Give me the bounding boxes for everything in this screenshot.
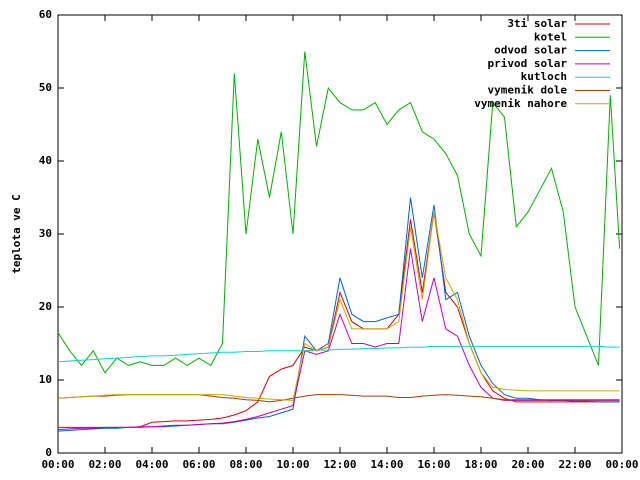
- y-tick-label: 40: [39, 154, 52, 167]
- x-tick-label: 18:00: [464, 458, 497, 471]
- y-tick-label: 0: [45, 446, 52, 459]
- x-tick-label: 00:00: [605, 458, 638, 471]
- legend-label: odvod solar: [494, 44, 567, 57]
- y-tick-label: 20: [39, 300, 52, 313]
- legend-label: kotel: [534, 30, 567, 43]
- x-tick-label: 04:00: [135, 458, 168, 471]
- x-tick-label: 00:00: [41, 458, 74, 471]
- x-tick-label: 14:00: [370, 458, 403, 471]
- x-tick-label: 22:00: [558, 458, 591, 471]
- y-axis-label: teplota ve C: [10, 194, 23, 273]
- x-tick-label: 10:00: [276, 458, 309, 471]
- series-line: [57, 51, 621, 374]
- series-line: [58, 212, 620, 428]
- x-tick-label: 20:00: [511, 458, 544, 471]
- y-tick-label: 50: [39, 81, 52, 94]
- series-line: [57, 197, 620, 432]
- legend-label: privod solar: [488, 57, 568, 70]
- legend-label: vymenik nahore: [474, 97, 567, 110]
- series-line: [57, 212, 620, 401]
- x-tick-label: 12:00: [323, 458, 356, 471]
- x-tick-label: 06:00: [182, 458, 215, 471]
- x-tick-label: 08:00: [229, 458, 262, 471]
- x-tick-label: 02:00: [88, 458, 121, 471]
- legend-label: vymenik dole: [488, 84, 568, 97]
- x-tick-label: 16:00: [417, 458, 450, 471]
- y-tick-label: 10: [39, 373, 52, 386]
- legend-label: 3ti solar: [507, 17, 567, 30]
- y-tick-label: 60: [39, 8, 52, 21]
- y-tick-label: 30: [39, 227, 52, 240]
- legend-label: kutloch: [521, 70, 567, 83]
- series-line: [57, 248, 620, 431]
- series-line: [57, 345, 620, 363]
